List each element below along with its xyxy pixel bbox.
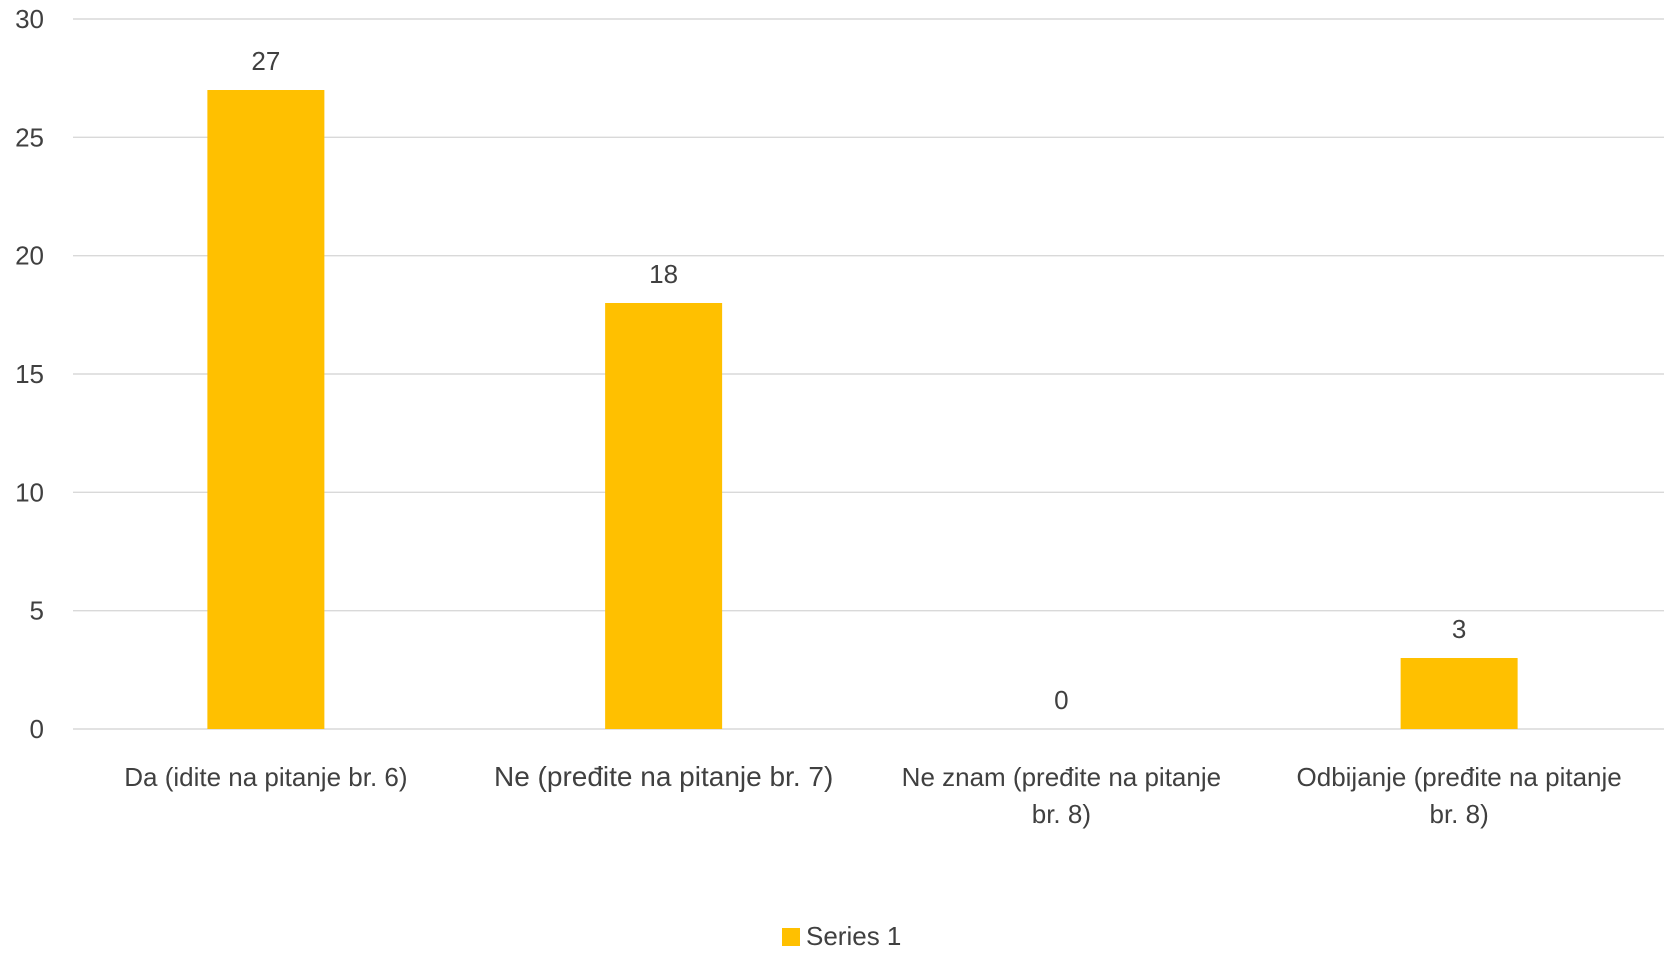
x-tick-label: Ne znam (pređite na pitanje — [902, 762, 1221, 792]
y-tick-label: 0 — [30, 714, 44, 744]
data-label: 18 — [649, 259, 678, 289]
x-tick-label: br. 8) — [1032, 799, 1091, 829]
data-labels: 27 18 0 3 — [251, 46, 1466, 715]
y-axis: 0 5 10 15 20 25 30 — [15, 4, 44, 744]
y-tick-label: 10 — [15, 477, 44, 507]
bar — [207, 90, 325, 729]
bars — [207, 90, 1518, 729]
x-tick-label: Ne (pređite na pitanje br. 7) — [494, 761, 833, 792]
legend-label: Series 1 — [806, 921, 901, 951]
data-label: 3 — [1452, 614, 1466, 644]
grid-layer — [73, 18, 1664, 730]
data-label: 0 — [1054, 685, 1068, 715]
bar — [605, 303, 723, 729]
y-tick-label: 30 — [15, 4, 44, 34]
x-tick-label: Da (idite na pitanje br. 6) — [124, 762, 407, 792]
y-tick-label: 25 — [15, 122, 44, 152]
y-tick-label: 15 — [15, 359, 44, 389]
bar — [1400, 658, 1518, 729]
legend: Series 1 — [782, 921, 901, 951]
y-tick-label: 5 — [30, 596, 44, 626]
legend-swatch — [782, 928, 800, 946]
y-tick-label: 20 — [15, 241, 44, 271]
data-label: 27 — [251, 46, 280, 76]
x-tick-label: Odbijanje (pređite na pitanje — [1297, 762, 1622, 792]
x-axis: Da (idite na pitanje br. 6) Ne (pređite n… — [124, 761, 1622, 829]
x-tick-label: br. 8) — [1430, 799, 1489, 829]
